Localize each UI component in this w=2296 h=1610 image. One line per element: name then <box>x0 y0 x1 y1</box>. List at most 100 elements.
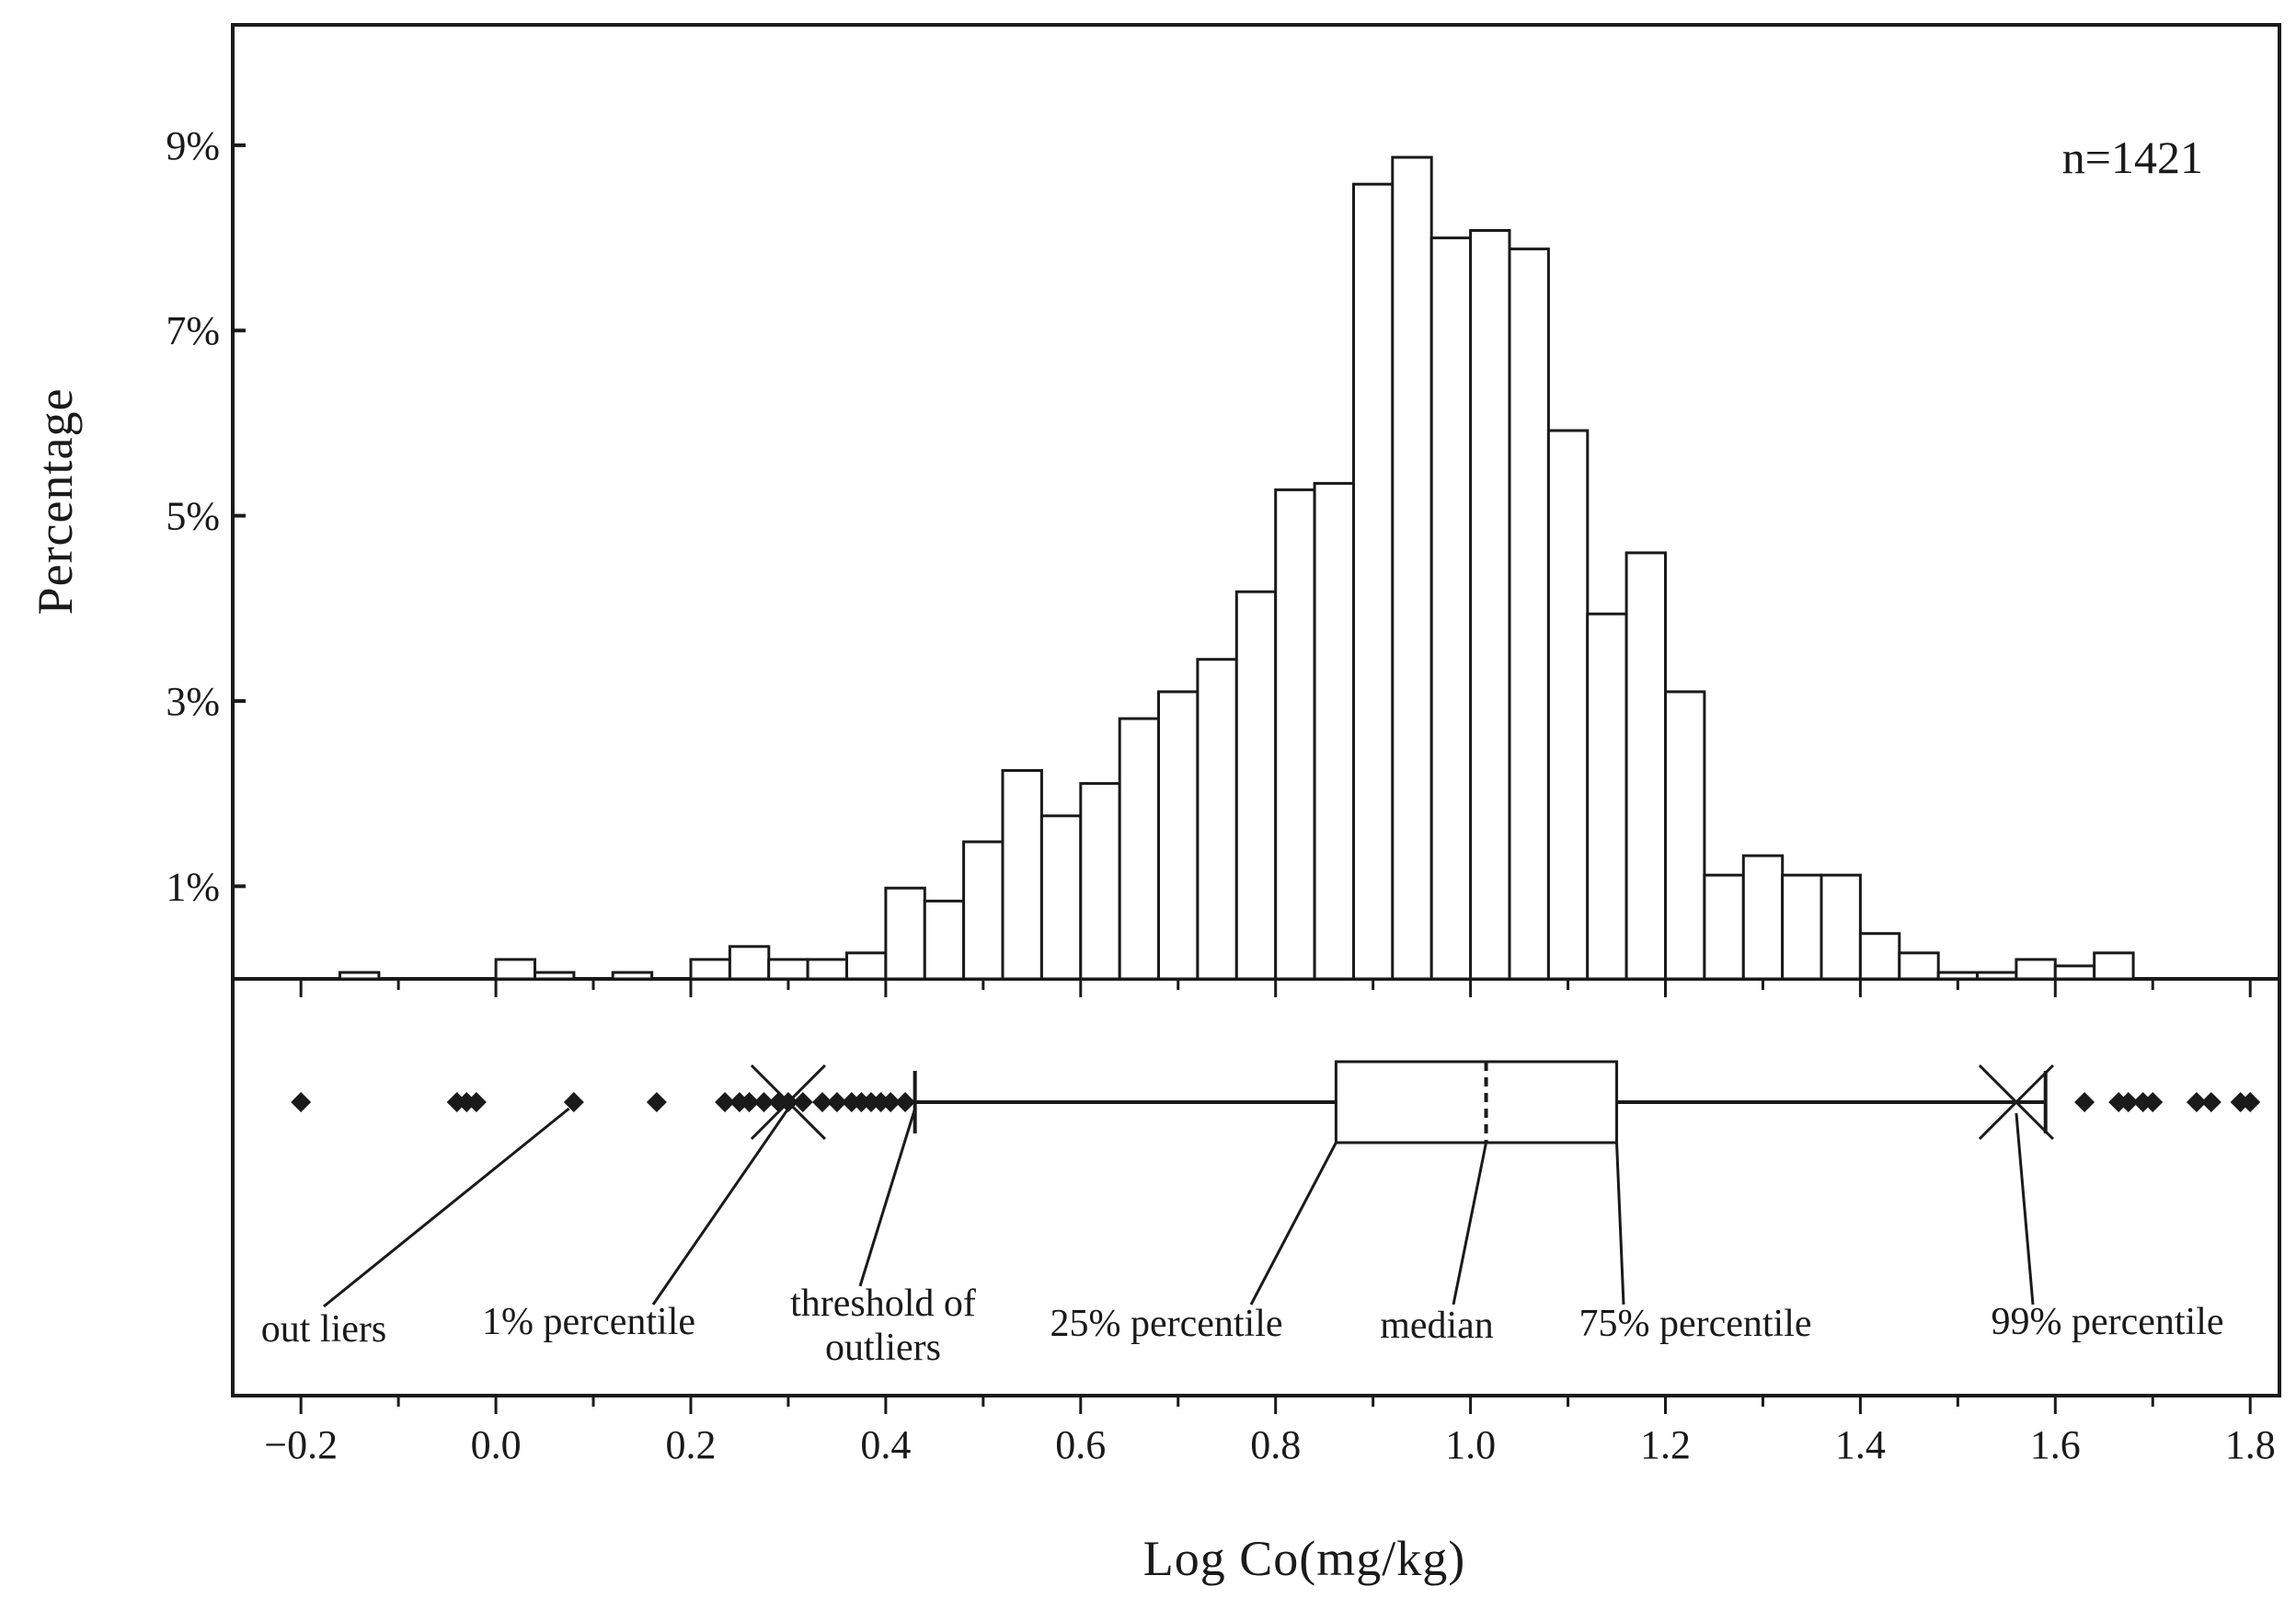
leader-line <box>651 1108 790 1305</box>
y-tick-label: 1% <box>166 864 220 909</box>
annotation-label: 25% percentile <box>1050 1303 1282 1345</box>
histogram-bar <box>1234 590 1278 981</box>
histogram-bar <box>962 840 1004 981</box>
annotation-p1: 1% percentile <box>482 1108 790 1343</box>
y-tick-label: 3% <box>166 679 220 724</box>
histogram-bar <box>1664 690 1706 981</box>
histogram-bars <box>339 155 2135 981</box>
histogram-bar <box>611 971 654 981</box>
sample-size-label: n=1421 <box>2062 132 2203 183</box>
leader-line <box>2015 1112 2035 1305</box>
outlier-point <box>895 1092 916 1112</box>
percentile-99-marker-stroke <box>1978 1064 2054 1141</box>
histogram-bar <box>767 958 809 981</box>
leader-line <box>323 1107 570 1308</box>
x-tick-label: 0.2 <box>665 1422 716 1467</box>
outlier-point <box>792 1092 813 1112</box>
histogram-bar <box>1936 971 1980 981</box>
leader-line <box>858 1108 917 1287</box>
y-axis: 1% 3% 5% 7% 9% <box>166 123 246 909</box>
annotation-label: out liers <box>261 1308 386 1351</box>
histogram-bar <box>1352 182 1395 981</box>
outlier-point <box>646 1092 667 1112</box>
histogram-bar <box>1781 873 1823 981</box>
histogram-bar <box>1391 155 1433 981</box>
outlier-point <box>2186 1092 2207 1112</box>
x-axis-title: Log Co(mg/kg) <box>1143 1531 1465 1586</box>
x-tick-label: 0.6 <box>1055 1422 1106 1467</box>
histogram-bar <box>1429 236 1473 981</box>
histogram-bar <box>534 971 576 981</box>
histogram-bar <box>1741 854 1785 981</box>
outlier-point <box>2200 1092 2221 1112</box>
outlier-point <box>465 1092 487 1112</box>
histogram-bar <box>1274 488 1316 981</box>
histogram-bar <box>1079 782 1121 981</box>
histogram-bar <box>1703 873 1745 981</box>
x-tick-label: 1.2 <box>1640 1422 1691 1467</box>
annotation-outliers: out liers <box>261 1107 570 1351</box>
annotation-label: 75% percentile <box>1578 1303 1811 1345</box>
histogram-bar <box>2053 964 2096 981</box>
outlier-point <box>2074 1092 2095 1112</box>
histogram-bar <box>1118 717 1161 981</box>
outlier-point <box>2142 1092 2164 1112</box>
histogram-bar <box>1898 951 1940 981</box>
annotation-label: median <box>1380 1305 1494 1347</box>
histogram-bar <box>1001 769 1043 981</box>
outlier-point <box>715 1092 736 1112</box>
x-tick-label: 0.4 <box>860 1422 911 1467</box>
histogram-bar <box>1313 481 1355 981</box>
histogram-bar <box>494 958 536 981</box>
annotation-label: threshold of <box>790 1282 976 1325</box>
annotation-label: outliers <box>825 1327 941 1369</box>
x-axis: −0.2 0.0 0.2 0.4 0.6 0.8 1.0 1.2 1.4 1.6 1.8 <box>264 979 2276 1467</box>
y-tick-label: 7% <box>166 308 220 353</box>
outlier-point <box>753 1092 775 1112</box>
annotation-label: 1% percentile <box>482 1301 695 1343</box>
outlier-point <box>2240 1092 2261 1112</box>
histogram-bar <box>1469 229 1511 981</box>
histogram-bar <box>1039 814 1083 981</box>
histogram-bar <box>2093 951 2135 981</box>
x-tick-label: 1.4 <box>1835 1422 1886 1467</box>
outlier-point <box>739 1092 760 1112</box>
x-tick-label: 0.0 <box>471 1422 522 1467</box>
percentile-99-marker <box>1978 1064 2054 1141</box>
histogram-bar <box>1820 873 1862 981</box>
outlier-point <box>563 1092 584 1112</box>
histogram-bar <box>689 958 731 981</box>
percentile-1-marker-stroke <box>750 1064 826 1141</box>
leader-line <box>1249 1142 1337 1305</box>
histogram-bar <box>884 886 926 981</box>
x-tick-label: 1.6 <box>2030 1422 2081 1467</box>
annotation-label: 99% percentile <box>1991 1301 2223 1343</box>
boxplot <box>291 1060 2261 1144</box>
histogram-bar <box>1976 971 2018 981</box>
y-tick-label: 9% <box>166 123 220 168</box>
histogram-bar <box>1508 247 1550 981</box>
outlier-point <box>826 1092 847 1112</box>
histogram-bar <box>806 958 848 981</box>
outlier-point <box>291 1092 312 1112</box>
outlier-point <box>880 1092 901 1112</box>
y-tick-label: 5% <box>166 494 220 539</box>
annotation-p99: 99% percentile <box>1991 1112 2224 1343</box>
annotation-median: median <box>1380 1142 1494 1347</box>
y-axis-title: Percentage <box>28 388 83 615</box>
outlier-point <box>812 1092 833 1112</box>
histogram-bar <box>1858 932 1901 981</box>
x-tick-label: 0.8 <box>1250 1422 1301 1467</box>
annotation-q3: 75% percentile <box>1578 1142 1812 1345</box>
x-tick-label: 1.0 <box>1445 1422 1496 1467</box>
histogram-bar <box>1586 612 1628 981</box>
histogram-bar <box>845 951 888 981</box>
percentile-1-marker <box>750 1064 826 1141</box>
histogram-bar <box>728 945 771 981</box>
outlier-point <box>2118 1092 2139 1112</box>
plot-frame <box>231 23 2281 1397</box>
histogram-bar <box>1624 551 1667 981</box>
histogram-bar <box>339 971 381 981</box>
x-tick-label: −0.2 <box>264 1422 338 1467</box>
